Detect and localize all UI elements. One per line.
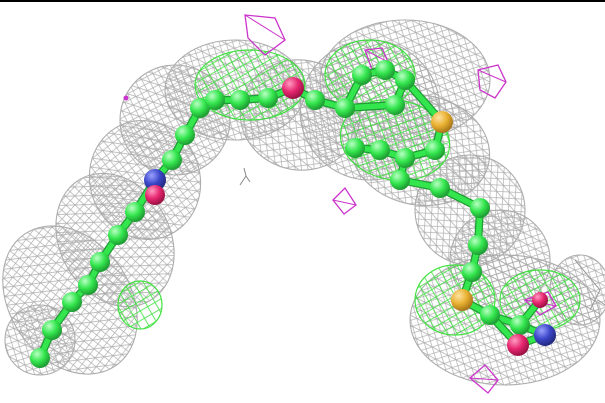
carbon-atom <box>370 140 390 160</box>
sulfur-atom <box>431 111 453 133</box>
carbon-atom <box>395 70 415 90</box>
carbon-atom <box>470 198 490 218</box>
carbon-atom <box>390 170 410 190</box>
oxygen-atom <box>507 334 529 356</box>
carbon-atom <box>108 225 128 245</box>
carbon-atom <box>352 65 372 85</box>
carbon-atom <box>462 262 482 282</box>
negative-density-edge <box>469 377 499 381</box>
nitrogen-atom <box>144 169 166 191</box>
carbon-atom <box>305 90 325 110</box>
carbon-atom <box>258 88 278 108</box>
negative-density-edge <box>364 49 389 63</box>
negative-density-edge <box>244 14 286 41</box>
nitrogen-atom <box>534 324 556 346</box>
difference-density-lobe <box>117 280 163 330</box>
carbon-atom <box>430 178 450 198</box>
carbon-atom <box>468 235 488 255</box>
carbon-atom <box>375 60 395 80</box>
carbon-atom <box>335 98 355 118</box>
carbon-atom <box>175 125 195 145</box>
carbon-atom <box>510 315 530 335</box>
carbon-atom <box>162 150 182 170</box>
negative-density-cage <box>244 14 286 56</box>
negative-density-cage <box>477 64 507 99</box>
negative-density-edge <box>477 69 507 83</box>
carbon-atom <box>42 320 62 340</box>
carbon-atom <box>385 95 405 115</box>
negative-difference-density <box>123 14 557 394</box>
carbon-atom <box>30 348 50 368</box>
density-mesh-fragment <box>239 167 251 186</box>
carbon-atom <box>345 138 365 158</box>
oxygen-atom <box>282 77 304 99</box>
carbon-atom <box>90 252 110 272</box>
oxygen-atom <box>145 185 165 205</box>
sulfur-atom <box>451 289 473 311</box>
negative-density-edge <box>332 199 357 206</box>
positive-difference-density <box>117 39 581 336</box>
oxygen-atom <box>532 292 548 308</box>
density-mesh-fragment <box>574 259 605 311</box>
carbon-atom <box>205 90 225 110</box>
carbon-atom <box>62 292 82 312</box>
carbon-atom <box>78 275 98 295</box>
carbon-atom <box>190 98 210 118</box>
carbon-atom <box>395 148 415 168</box>
carbon-atom <box>230 90 250 110</box>
carbon-atom <box>425 140 445 160</box>
negative-density-dot <box>123 95 129 101</box>
carbon-atom <box>125 202 145 222</box>
carbon-atom <box>480 305 500 325</box>
atom-spheres <box>30 60 556 368</box>
